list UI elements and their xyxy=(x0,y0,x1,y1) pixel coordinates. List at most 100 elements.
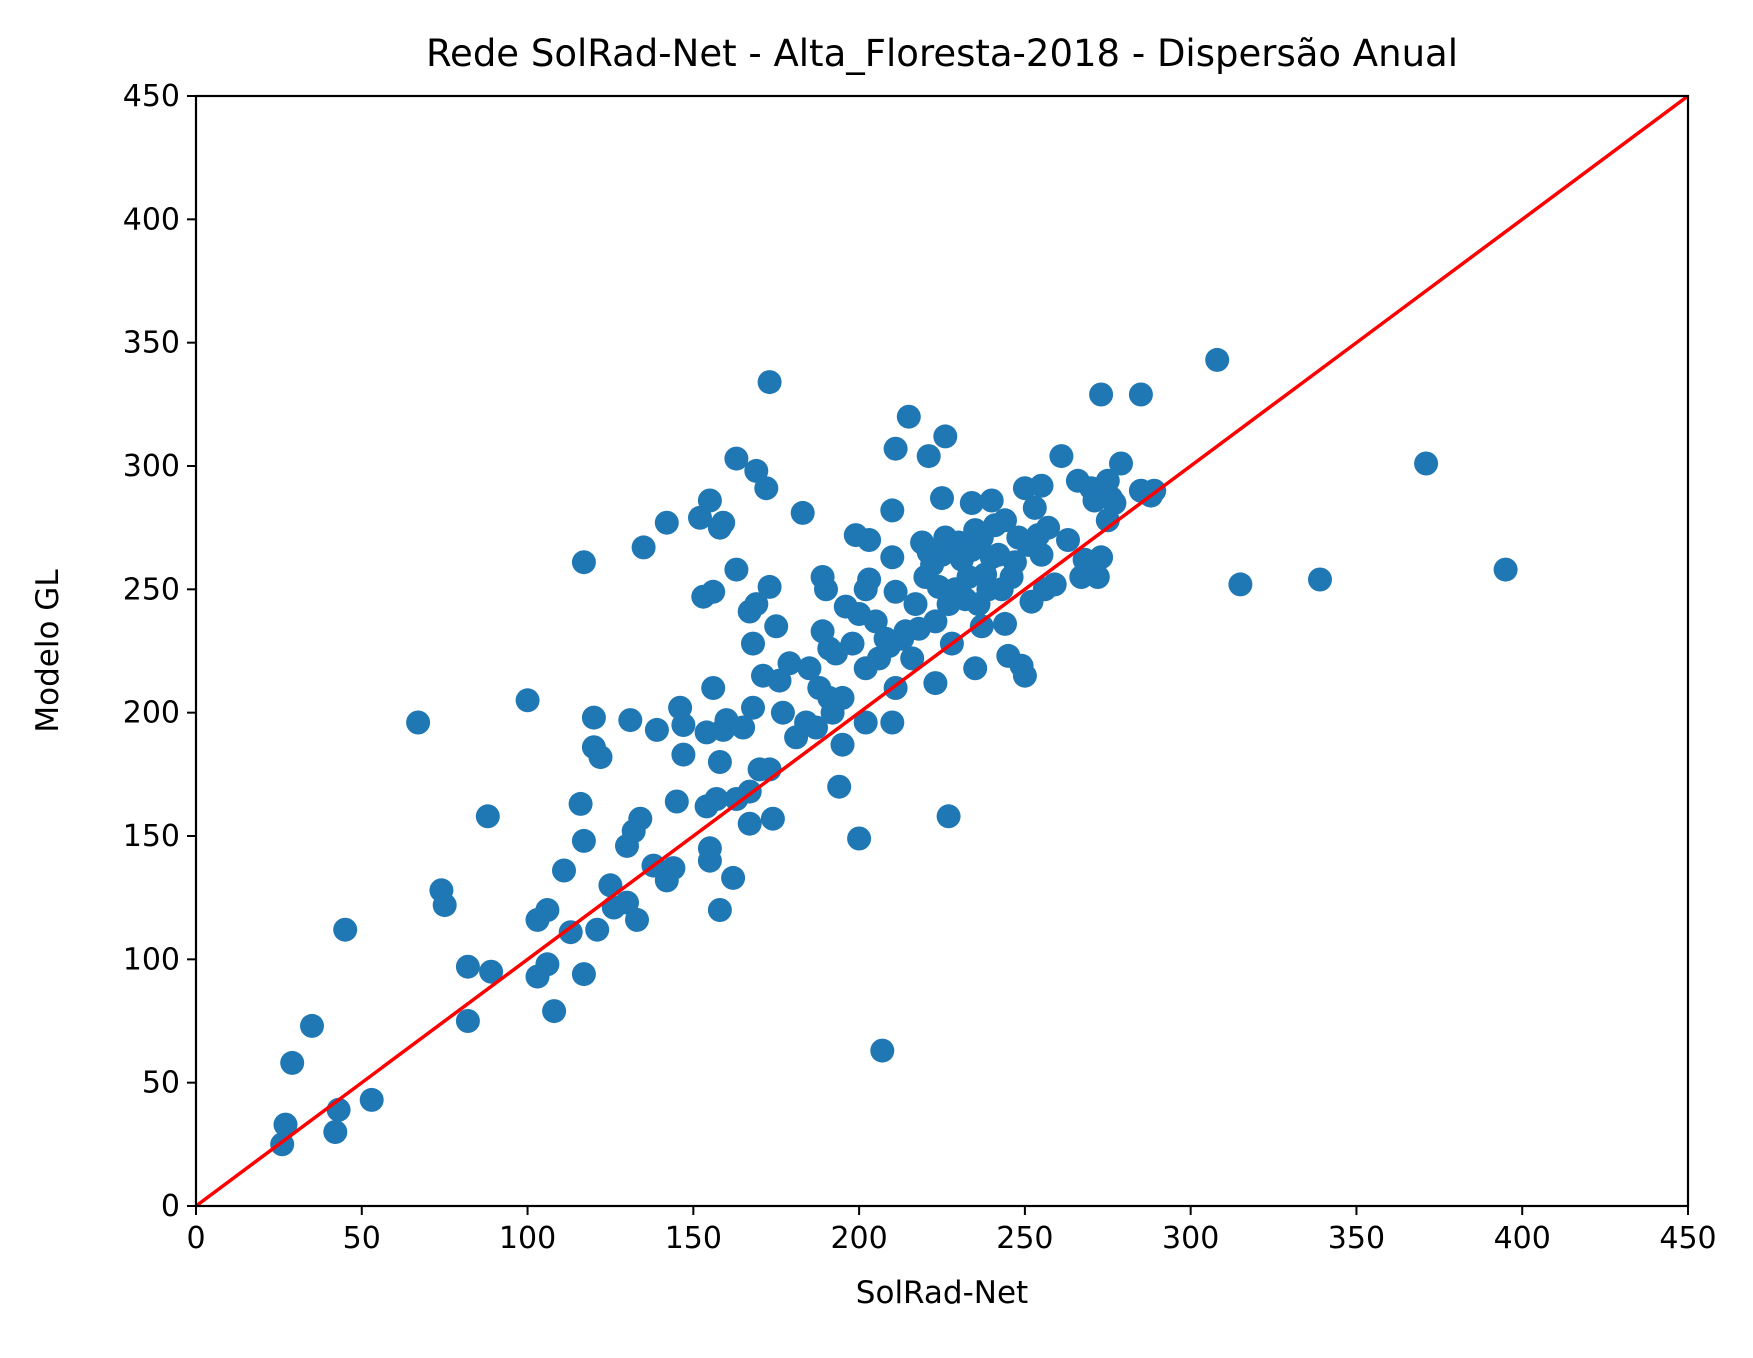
scatter-point xyxy=(959,491,984,515)
scatter-point xyxy=(535,898,560,922)
scatter-point xyxy=(558,920,583,945)
scatter-point xyxy=(764,614,789,639)
scatter-point xyxy=(757,574,782,599)
reference-line xyxy=(194,94,1690,1208)
scatter-point xyxy=(333,917,358,942)
scatter-point xyxy=(1414,451,1439,476)
scatter-point xyxy=(661,856,686,881)
scatter-point xyxy=(479,959,504,984)
x-axis-ticks: 0 50 100 150 200 250 300 350 400 450 xyxy=(186,1206,1717,1256)
scatter-point xyxy=(1056,528,1080,552)
scatter-point xyxy=(757,370,782,395)
scatter-point xyxy=(963,656,988,681)
scatter-point xyxy=(853,710,878,735)
y-axis-label: Modelo GL xyxy=(30,569,66,733)
x-tick-label: 450 xyxy=(1659,1221,1716,1256)
scatter-point xyxy=(760,806,785,831)
scatter-point xyxy=(273,1112,298,1137)
scatter-point xyxy=(664,789,689,814)
scatter-point xyxy=(701,676,726,700)
scatter-point xyxy=(701,579,726,604)
scatter-point xyxy=(568,791,593,816)
y-tick-label: 50 xyxy=(142,1066,180,1101)
scatter-point xyxy=(432,893,457,918)
scatter-point xyxy=(515,688,540,713)
scatter-point xyxy=(1012,663,1037,688)
scatter-point xyxy=(1029,542,1054,567)
scatter-point xyxy=(625,907,649,932)
scatter-point xyxy=(571,828,596,853)
scatter-point xyxy=(880,498,905,523)
scatter-point xyxy=(1002,550,1027,575)
scatter-point xyxy=(618,708,643,733)
scatter-point xyxy=(406,710,431,735)
scatter-point xyxy=(741,631,765,656)
scatter-point xyxy=(737,811,762,836)
scatter-point xyxy=(830,685,855,710)
scatter-point xyxy=(1205,347,1230,372)
scatter-point xyxy=(697,488,722,513)
y-tick-label: 300 xyxy=(123,449,180,484)
scatter-point xyxy=(585,917,610,942)
scatter-point xyxy=(840,631,865,656)
scatter-point xyxy=(1089,382,1114,407)
scatter-point xyxy=(830,732,855,757)
scatter-point xyxy=(455,954,480,979)
scatter-point xyxy=(900,646,925,671)
scatter-point xyxy=(880,545,905,570)
scatter-point xyxy=(993,508,1017,533)
y-axis-ticks: 0 50 100 150 200 250 300 350 400 450 xyxy=(123,79,196,1224)
x-tick-label: 150 xyxy=(665,1221,722,1256)
scatter-point xyxy=(704,787,729,811)
x-axis-label: SolRad-Net xyxy=(856,1275,1028,1311)
scatter-point xyxy=(697,836,722,861)
y-tick-label: 0 xyxy=(161,1189,180,1224)
plot-frame xyxy=(194,94,1690,1208)
scatter-point xyxy=(916,444,941,469)
y-tick-label: 350 xyxy=(123,326,180,361)
scatter-point xyxy=(1042,572,1067,597)
scatter-point xyxy=(777,651,802,676)
scatter-point xyxy=(933,424,958,449)
scatter-point xyxy=(969,614,994,639)
scatter-point xyxy=(770,700,795,725)
scatter-point xyxy=(827,774,852,799)
scatter-point xyxy=(797,656,822,681)
scatter-point xyxy=(707,898,732,922)
scatter-point xyxy=(847,826,872,851)
scatter-point xyxy=(1228,572,1253,597)
scatter-point xyxy=(1036,515,1061,540)
x-tick-label: 300 xyxy=(1162,1221,1219,1256)
x-tick-label: 400 xyxy=(1494,1221,1551,1256)
scatter-point xyxy=(671,713,696,737)
scatter-point xyxy=(857,528,882,552)
scatter-point xyxy=(300,1013,324,1038)
scatter-point xyxy=(1089,545,1114,570)
scatter-point xyxy=(896,404,921,429)
scatter-point xyxy=(475,804,500,829)
x-tick-label: 100 xyxy=(499,1221,556,1256)
scatter-point xyxy=(923,671,948,696)
y-tick-label: 100 xyxy=(123,942,180,977)
scatter-point xyxy=(588,745,613,770)
scatter-point xyxy=(631,535,656,560)
scatter-point xyxy=(880,710,905,735)
reference-line-layer xyxy=(194,94,1690,1208)
scatter-point xyxy=(571,550,596,575)
x-tick-label: 0 xyxy=(186,1221,205,1256)
scatter-point xyxy=(754,476,779,501)
scatter-point xyxy=(993,611,1017,636)
scatter-point xyxy=(1493,557,1518,582)
x-tick-label: 250 xyxy=(996,1221,1053,1256)
scatter-point xyxy=(1308,567,1332,592)
scatter-point xyxy=(936,804,961,829)
scatter-point xyxy=(721,865,746,890)
scatter-point xyxy=(654,510,679,535)
scatter-point xyxy=(535,952,560,977)
scatter-point xyxy=(1109,451,1133,476)
scatter-point xyxy=(744,592,769,617)
chart-title: Rede SolRad-Net - Alta_Floresta-2018 - D… xyxy=(426,32,1458,75)
x-tick-label: 200 xyxy=(830,1221,887,1256)
scatter-point xyxy=(455,1009,480,1033)
y-tick-label: 250 xyxy=(123,572,180,607)
